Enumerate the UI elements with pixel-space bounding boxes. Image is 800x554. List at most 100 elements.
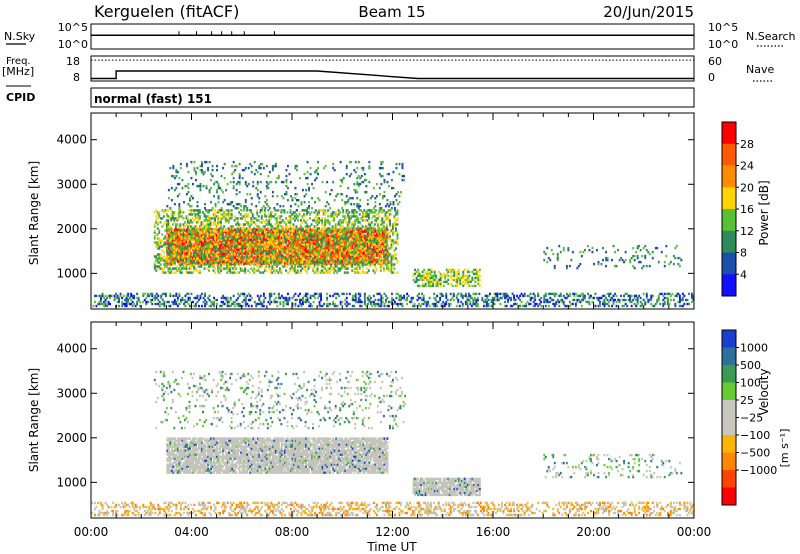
range-cell xyxy=(179,223,182,226)
range-cell xyxy=(384,213,387,216)
range-cell xyxy=(260,271,263,274)
range-cell xyxy=(272,249,275,252)
range-cell xyxy=(217,201,220,204)
range-cell xyxy=(330,249,333,252)
range-cell xyxy=(223,229,226,232)
range-cell xyxy=(235,235,238,238)
range-cell xyxy=(188,229,191,232)
range-cell xyxy=(205,217,208,220)
range-cell xyxy=(256,193,259,196)
range-cell xyxy=(238,232,241,235)
range-cell xyxy=(345,239,348,242)
range-cell xyxy=(241,217,244,220)
range-cell xyxy=(217,245,220,248)
range-cell xyxy=(269,215,272,218)
range-cell xyxy=(214,223,217,226)
range-cell xyxy=(379,231,382,234)
range-cell xyxy=(354,267,357,270)
range-cell xyxy=(280,219,283,222)
range-cell xyxy=(315,168,318,172)
range-cell xyxy=(333,215,336,218)
range-cell xyxy=(351,211,354,214)
range-cell xyxy=(292,261,295,264)
range-cell xyxy=(351,259,354,262)
range-cell xyxy=(300,201,303,204)
range-cell xyxy=(346,239,349,242)
range-cell xyxy=(197,219,200,222)
range-cell xyxy=(212,221,215,224)
range-cell xyxy=(345,201,348,204)
range-cell xyxy=(215,261,218,264)
range-cell xyxy=(362,252,365,255)
range-cell xyxy=(158,261,161,264)
range-cell xyxy=(387,253,390,256)
range-cell xyxy=(155,215,158,218)
range-cell xyxy=(375,236,378,239)
range-cell xyxy=(234,168,237,172)
range-cell xyxy=(339,219,342,222)
range-cell xyxy=(175,174,178,178)
nsearch-tick-top: 10^5 xyxy=(708,21,738,34)
range-cell xyxy=(310,243,313,246)
range-cell xyxy=(206,223,209,226)
range-cell xyxy=(309,265,312,268)
range-cell xyxy=(240,209,243,212)
range-cell xyxy=(314,178,317,182)
range-cell xyxy=(254,241,257,244)
range-cell xyxy=(349,243,352,246)
range-cell xyxy=(352,241,355,244)
range-cell xyxy=(255,168,258,172)
range-cell xyxy=(319,259,322,262)
range-cell xyxy=(270,248,273,251)
range-cell xyxy=(178,207,181,210)
range-cell xyxy=(387,209,390,212)
range-cell xyxy=(373,265,376,268)
range-cell xyxy=(228,258,231,261)
range-cell xyxy=(200,223,203,226)
range-cell xyxy=(179,265,182,268)
range-cell xyxy=(351,215,354,218)
range-cell xyxy=(286,247,289,250)
range-cell xyxy=(217,221,220,224)
range-cell xyxy=(263,241,266,244)
range-cell xyxy=(212,213,215,216)
range-cell xyxy=(360,241,363,244)
range-cell xyxy=(226,249,229,252)
range-cell xyxy=(308,186,311,190)
range-cell xyxy=(187,203,190,206)
range-cell xyxy=(331,267,334,270)
range-cell xyxy=(195,258,197,261)
range-cell xyxy=(361,241,364,244)
range-cell xyxy=(350,246,353,249)
range-cell xyxy=(179,213,182,216)
range-cell xyxy=(370,245,373,248)
range-cell xyxy=(351,244,354,247)
range-cell xyxy=(193,247,195,250)
range-cell xyxy=(311,182,314,186)
range-cell xyxy=(351,269,354,272)
range-cell xyxy=(384,255,387,258)
range-cell xyxy=(333,239,336,242)
range-cell xyxy=(358,209,361,212)
range-cell xyxy=(295,215,298,218)
range-cell xyxy=(182,249,185,252)
range-cell xyxy=(268,221,271,224)
range-cell xyxy=(375,248,378,251)
range-cell xyxy=(296,260,298,263)
range-cell xyxy=(314,201,317,204)
range-cell xyxy=(232,271,235,274)
range-cell xyxy=(326,246,329,249)
range-cell xyxy=(214,258,217,261)
range-cell xyxy=(345,211,348,214)
range-cell xyxy=(395,227,397,230)
range-cell xyxy=(303,248,306,251)
range-cell xyxy=(259,227,262,230)
range-cell xyxy=(227,215,230,218)
range-cell xyxy=(295,253,298,256)
range-cell xyxy=(324,234,327,237)
range-cell xyxy=(319,271,322,274)
range-cell xyxy=(213,242,216,245)
range-cell xyxy=(289,221,292,224)
range-cell xyxy=(167,188,170,192)
